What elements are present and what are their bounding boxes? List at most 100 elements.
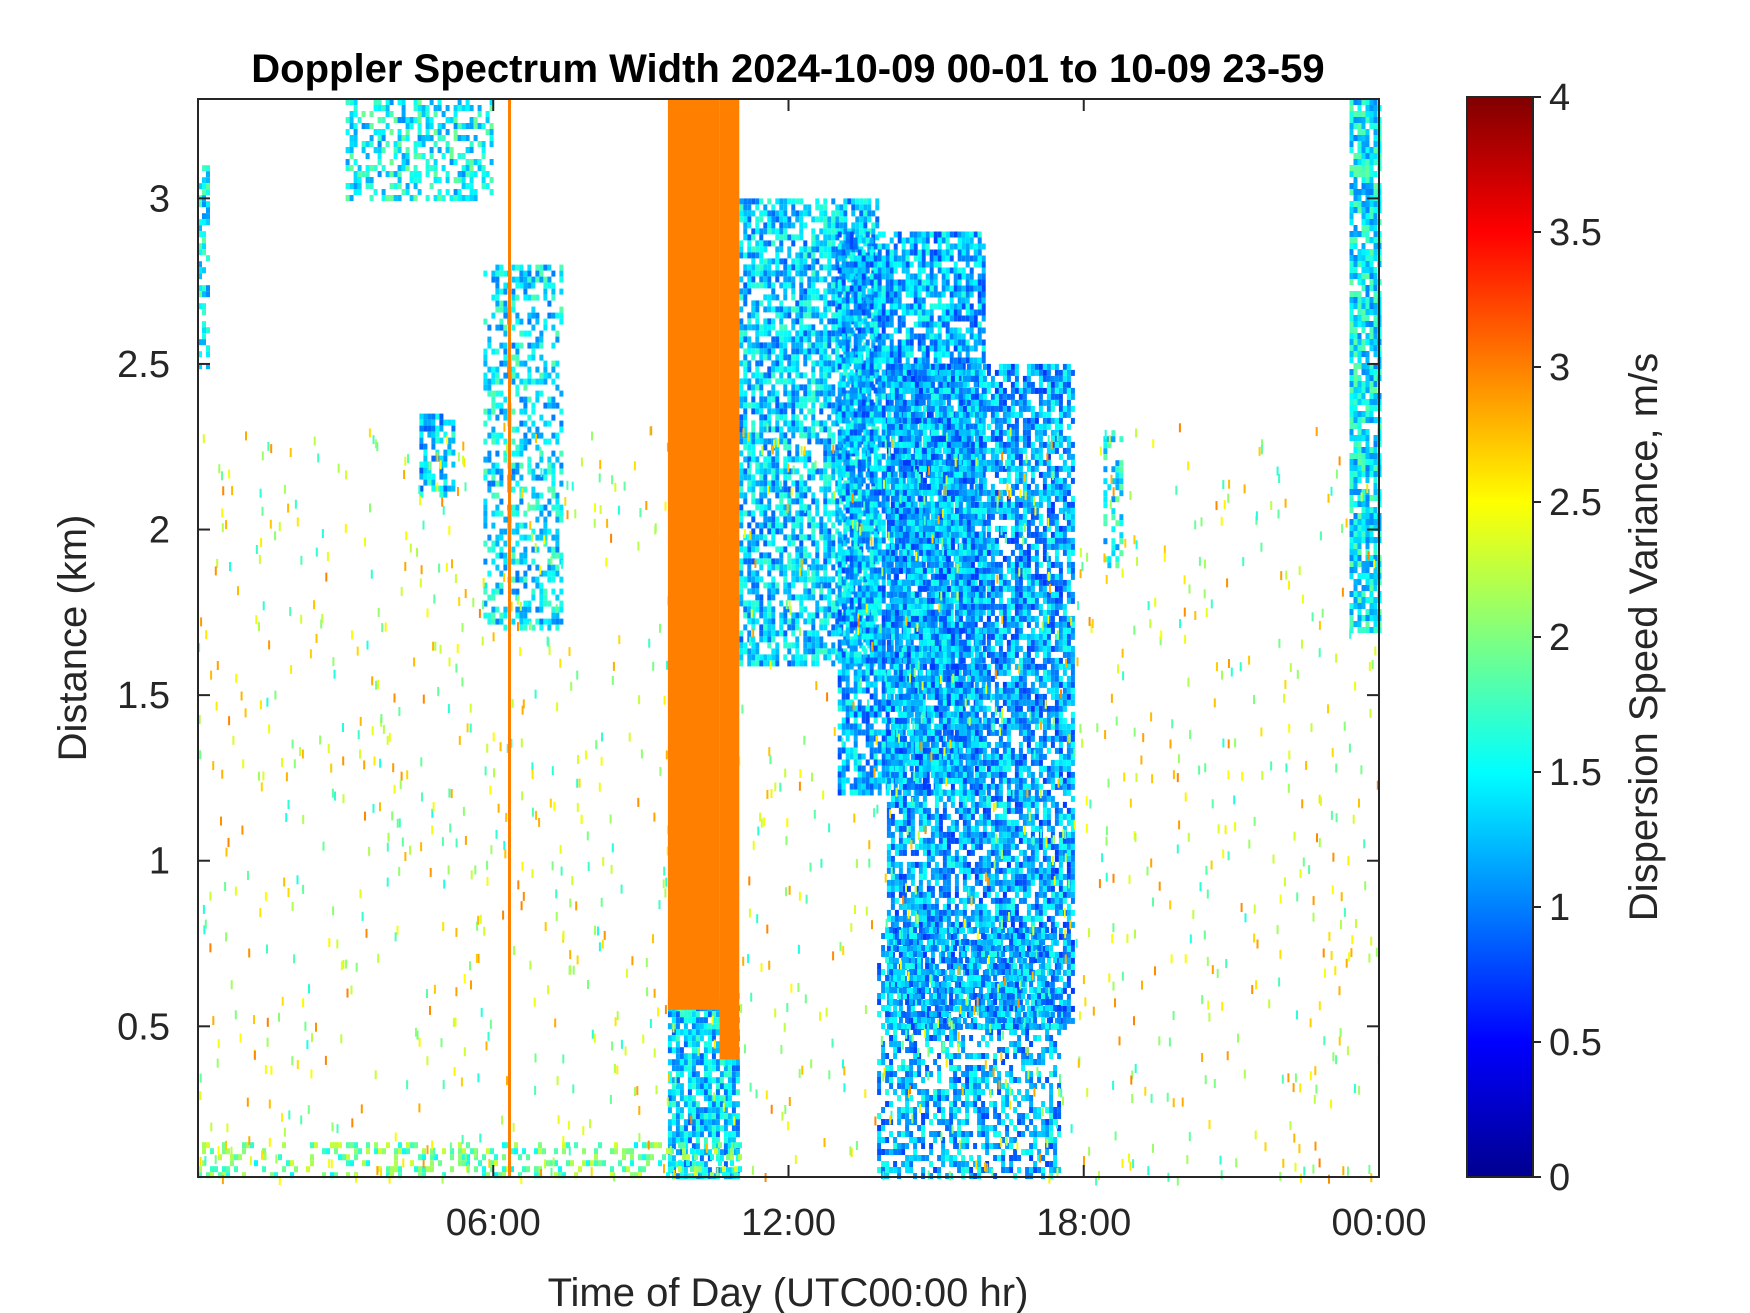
- heatmap-cell: [837, 519, 842, 526]
- heatmap-cell: [853, 459, 858, 466]
- heatmap-cell: [909, 339, 914, 346]
- heatmap-cell: [881, 687, 886, 694]
- heatmap-cell: [803, 204, 808, 211]
- heatmap-cell: [906, 801, 911, 808]
- heatmap-cell: [795, 258, 800, 265]
- heatmap-cell: [886, 717, 891, 724]
- heatmap-cell: [881, 321, 886, 328]
- heatmap-cell: [779, 630, 784, 637]
- heatmap-cell: [871, 486, 876, 493]
- heatmap-cell: [811, 276, 816, 283]
- heatmap-cell: [837, 573, 842, 580]
- heatmap-cell: [961, 411, 966, 418]
- heatmap-cell: [845, 633, 850, 640]
- heatmap-cell: [865, 327, 870, 334]
- heatmap-cell: [921, 297, 926, 304]
- heatmap-cell: [831, 312, 836, 319]
- heatmap-cell: [906, 825, 911, 832]
- heatmap-cell: [775, 630, 780, 637]
- heatmap-cell: [823, 222, 828, 229]
- heatmap-cell: [873, 279, 878, 286]
- heatmap-cell: [739, 336, 744, 343]
- heatmap-cell: [894, 501, 899, 508]
- heatmap-cell: [803, 294, 808, 301]
- heatmap-cell: [755, 648, 760, 655]
- heatmap-cell: [815, 348, 820, 355]
- heatmap-cell: [849, 369, 854, 376]
- heatmap-cell: [906, 453, 911, 460]
- heatmap-cell: [890, 387, 895, 394]
- heatmap-cell: [893, 291, 898, 298]
- heatmap-cell: [897, 537, 902, 544]
- heatmap-cell: [933, 615, 938, 622]
- heatmap-cell: [933, 273, 938, 280]
- heatmap-cell: [791, 282, 796, 289]
- heatmap-cell: [902, 879, 907, 886]
- heatmap-cell: [894, 927, 899, 934]
- heatmap-cell: [783, 210, 788, 217]
- heatmap-cell: [902, 531, 907, 538]
- heatmap-cell: [977, 327, 982, 334]
- heatmap-cell: [897, 543, 902, 550]
- heatmap-cell: [906, 609, 911, 616]
- heatmap-cell: [937, 327, 942, 334]
- heatmap-cell: [861, 381, 866, 388]
- heatmap-cell: [981, 279, 986, 286]
- heatmap-cell: [865, 231, 870, 238]
- heatmap-cell: [799, 264, 804, 271]
- heatmap-cell: [835, 486, 840, 493]
- heatmap-cell: [949, 501, 954, 508]
- heatmap-cell: [929, 495, 934, 502]
- heatmap-cell: [857, 627, 862, 634]
- heatmap-cell: [857, 465, 862, 472]
- heatmap-cell: [823, 624, 828, 631]
- heatmap-cell: [886, 741, 891, 748]
- heatmap-cell: [755, 606, 760, 613]
- heatmap-cell: [819, 342, 824, 349]
- heatmap-cell: [861, 309, 866, 316]
- heatmap-cell: [877, 255, 882, 262]
- heatmap-cell: [885, 333, 890, 340]
- heatmap-cell: [965, 249, 970, 256]
- heatmap-cell: [819, 516, 824, 523]
- heatmap-cell: [783, 306, 788, 313]
- heatmap-cell: [845, 519, 850, 526]
- heatmap-cell: [775, 378, 780, 385]
- heatmap-cell: [747, 444, 752, 451]
- heatmap-cell: [873, 489, 878, 496]
- heatmap-cell: [861, 477, 866, 484]
- heatmap-cell: [791, 396, 796, 403]
- heatmap-cell: [865, 345, 870, 352]
- heatmap-cell: [767, 528, 772, 535]
- heatmap-cell: [853, 681, 858, 688]
- heatmap-cell: [953, 285, 958, 292]
- heatmap-cell: [837, 507, 842, 514]
- heatmap-cell: [893, 279, 898, 286]
- heatmap-cell: [827, 318, 832, 325]
- heatmap-cell: [894, 759, 899, 766]
- heatmap-cell: [739, 576, 744, 583]
- heatmap-cell: [755, 600, 760, 607]
- heatmap-cell: [811, 288, 816, 295]
- heatmap-cell: [949, 735, 954, 742]
- heatmap-cell: [787, 582, 792, 589]
- heatmap-cell: [906, 687, 911, 694]
- heatmap-cell: [791, 390, 796, 397]
- heatmap-cell: [857, 357, 862, 364]
- heatmap-cell: [841, 657, 846, 664]
- heatmap-cell: [861, 789, 866, 796]
- heatmap-cell: [898, 699, 903, 706]
- heatmap-cell: [977, 357, 982, 364]
- heatmap-cell: [787, 588, 792, 595]
- heatmap-cell: [881, 681, 886, 688]
- heatmap-cell: [894, 717, 899, 724]
- heatmap-cell: [937, 255, 942, 262]
- heatmap-cell: [799, 318, 804, 325]
- heatmap-cell: [853, 645, 858, 652]
- heatmap-cell: [759, 198, 764, 205]
- heatmap-cell: [831, 600, 836, 607]
- heatmap-cell: [869, 783, 874, 790]
- heatmap-cell: [898, 717, 903, 724]
- heatmap-cell: [811, 462, 816, 469]
- heatmap-cell: [775, 582, 780, 589]
